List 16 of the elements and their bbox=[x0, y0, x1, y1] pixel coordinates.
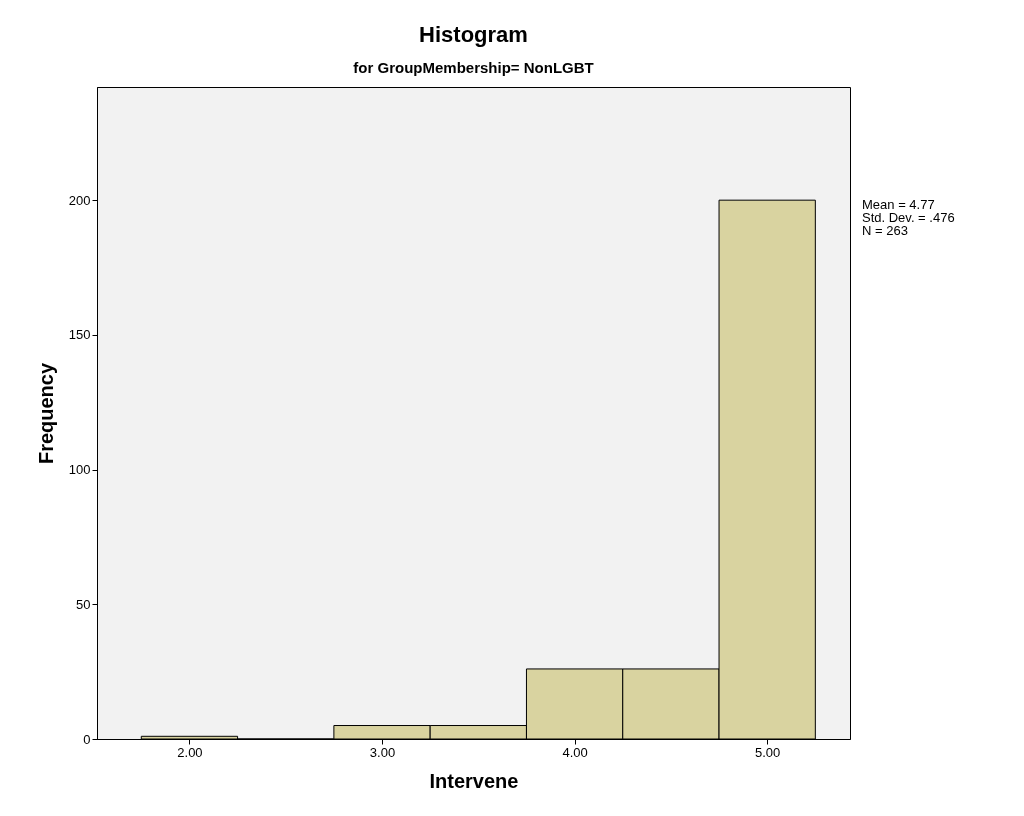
x-axis-title: Intervene bbox=[429, 769, 519, 792]
y-tick-label: 150 bbox=[68, 327, 91, 343]
x-tick-label: 3.00 bbox=[369, 744, 396, 760]
x-tick-label: 4.00 bbox=[562, 744, 588, 760]
y-tick-label: 50 bbox=[76, 596, 91, 612]
y-tick-label: 0 bbox=[83, 731, 91, 747]
y-tick-label: 200 bbox=[68, 192, 91, 208]
x-tick-label: 2.00 bbox=[177, 744, 203, 760]
text: N = 263 bbox=[862, 223, 908, 238]
text: Mean = 4.77 bbox=[862, 197, 935, 212]
chart-title: Histogram bbox=[419, 22, 528, 47]
y-axis-title: Frequency bbox=[34, 362, 57, 465]
chart-subtitle: for GroupMembership= NonLGBT bbox=[353, 59, 594, 76]
x-tick-label: 5.00 bbox=[755, 744, 781, 760]
text: Std. Dev. = .476 bbox=[862, 210, 955, 225]
y-tick-label: 100 bbox=[68, 462, 91, 478]
